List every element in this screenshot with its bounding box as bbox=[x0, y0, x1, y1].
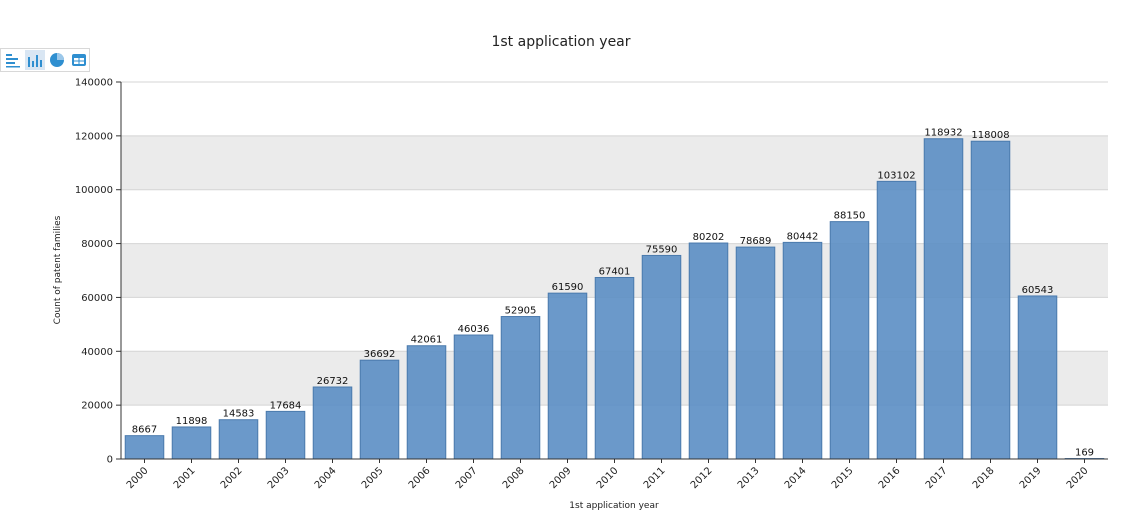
y-tick-label: 0 bbox=[107, 455, 113, 466]
x-tick-label-2015: 2015 bbox=[830, 465, 856, 491]
data-label-2011: 75590 bbox=[646, 244, 678, 255]
data-label-2010: 67401 bbox=[599, 266, 631, 277]
data-label-2018: 118008 bbox=[971, 130, 1009, 141]
x-tick-label-2012: 2012 bbox=[689, 465, 715, 491]
x-tick-label-2008: 2008 bbox=[501, 465, 527, 491]
data-label-2015: 88150 bbox=[834, 211, 866, 222]
bar-2018[interactable] bbox=[971, 141, 1010, 459]
data-label-2007: 46036 bbox=[458, 324, 490, 335]
bar-2010[interactable] bbox=[595, 277, 634, 459]
y-tick-label: 20000 bbox=[81, 401, 113, 412]
bar-2019[interactable] bbox=[1018, 296, 1057, 459]
bar-2009[interactable] bbox=[548, 293, 587, 459]
x-tick-label-2018: 2018 bbox=[971, 465, 997, 491]
y-axis-title: Count of patent families bbox=[53, 215, 63, 324]
x-tick-label-2019: 2019 bbox=[1018, 465, 1044, 491]
x-tick-label-2007: 2007 bbox=[454, 465, 480, 491]
data-label-2003: 17684 bbox=[270, 400, 302, 411]
chart-title: 1st application year bbox=[491, 34, 630, 50]
data-label-2004: 26732 bbox=[317, 376, 349, 387]
x-tick-label-2004: 2004 bbox=[313, 465, 339, 491]
data-label-2017: 118932 bbox=[924, 128, 962, 139]
x-tick-label-2001: 2001 bbox=[172, 465, 198, 491]
bar-2011[interactable] bbox=[642, 255, 681, 459]
data-label-2000: 8667 bbox=[132, 425, 157, 436]
x-tick-label-2003: 2003 bbox=[266, 465, 292, 491]
y-tick-label: 60000 bbox=[81, 293, 113, 304]
x-tick-label-2002: 2002 bbox=[219, 465, 245, 491]
x-tick-label-2016: 2016 bbox=[877, 465, 903, 491]
x-tick-label-2020: 2020 bbox=[1065, 465, 1091, 491]
bar-2002[interactable] bbox=[219, 420, 258, 459]
x-tick-label-2014: 2014 bbox=[783, 465, 809, 491]
bar-2015[interactable] bbox=[830, 222, 869, 459]
data-label-2006: 42061 bbox=[411, 335, 443, 346]
bar-2004[interactable] bbox=[313, 387, 352, 459]
bar-2016[interactable] bbox=[877, 181, 916, 459]
data-label-2019: 60543 bbox=[1022, 285, 1054, 296]
x-tick-label-2000: 2000 bbox=[125, 465, 151, 491]
y-tick-label: 40000 bbox=[81, 347, 113, 358]
y-tick-label: 120000 bbox=[75, 131, 113, 142]
bar-2005[interactable] bbox=[360, 360, 399, 459]
x-axis-title: 1st application year bbox=[569, 501, 659, 511]
bar-2017[interactable] bbox=[924, 139, 963, 459]
data-label-2016: 103102 bbox=[877, 170, 915, 181]
data-label-2001: 11898 bbox=[176, 416, 208, 427]
bar-2008[interactable] bbox=[501, 317, 540, 459]
bar-2013[interactable] bbox=[736, 247, 775, 459]
data-label-2008: 52905 bbox=[505, 306, 537, 317]
y-tick-label: 80000 bbox=[81, 239, 113, 250]
data-label-2020: 169 bbox=[1075, 448, 1094, 459]
bar-2012[interactable] bbox=[689, 243, 728, 459]
data-label-2012: 80202 bbox=[693, 232, 725, 243]
x-tick-label-2005: 2005 bbox=[360, 465, 386, 491]
x-tick-label-2006: 2006 bbox=[407, 465, 433, 491]
data-label-2005: 36692 bbox=[364, 349, 396, 360]
y-axis: 0 20000 40000 60000 80000 100000 120000 140000 bbox=[75, 78, 121, 466]
data-label-2013: 78689 bbox=[740, 236, 772, 247]
x-axis: 2000 2001 2002 2003 2004 2005 2006 2007 2008 2009… bbox=[121, 459, 1108, 491]
y-tick-label: 140000 bbox=[75, 78, 113, 89]
bar-2003[interactable] bbox=[266, 411, 305, 459]
data-label-2002: 14583 bbox=[223, 409, 255, 420]
data-label-2009: 61590 bbox=[552, 282, 584, 293]
x-tick-label-2011: 2011 bbox=[642, 465, 668, 491]
bar-2014[interactable] bbox=[783, 242, 822, 459]
y-tick-label: 100000 bbox=[75, 185, 113, 196]
bar-2006[interactable] bbox=[407, 346, 446, 459]
bar-2007[interactable] bbox=[454, 335, 493, 459]
bar-2001[interactable] bbox=[172, 427, 211, 459]
x-tick-label-2010: 2010 bbox=[595, 465, 621, 491]
x-tick-label-2017: 2017 bbox=[924, 465, 950, 491]
bar-2000[interactable] bbox=[125, 436, 164, 459]
data-label-2014: 80442 bbox=[787, 231, 819, 242]
x-tick-label-2009: 2009 bbox=[548, 465, 574, 491]
x-tick-label-2013: 2013 bbox=[736, 465, 762, 491]
